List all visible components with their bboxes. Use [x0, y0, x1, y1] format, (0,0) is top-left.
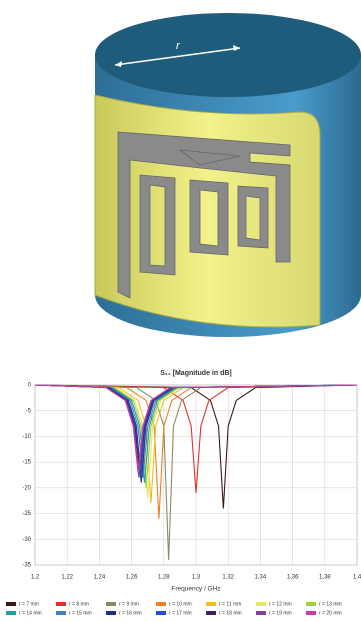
- y-tick-label: -20: [22, 485, 31, 491]
- x-tick-label: 1,34: [255, 575, 267, 581]
- x-tick-label: 1,24: [94, 575, 106, 581]
- legend-label: r = 18 mm: [219, 610, 242, 616]
- x-tick-label: 1,4: [353, 575, 361, 581]
- y-tick-label: -30: [22, 537, 31, 543]
- cylinder-illustration: r: [95, 13, 361, 337]
- legend-label: r = 11 mm: [219, 601, 241, 607]
- chart: 0 -5 -10 -15 -20 -25 -30 -351,2 1,22 1,24 1,26 1,28…: [6, 383, 361, 617]
- legend-swatch: [106, 602, 116, 606]
- legend-swatch: [306, 602, 316, 606]
- y-tick-label: -5: [26, 408, 32, 414]
- x-tick-label: 1,36: [287, 575, 299, 581]
- legend-label: r = 8 mm: [69, 601, 89, 607]
- legend-swatch: [256, 611, 266, 615]
- legend-label: r = 12 mm: [269, 601, 292, 607]
- legend-swatch: [6, 611, 16, 615]
- y-tick-label: -10: [22, 434, 31, 440]
- x-tick-label: 1,32: [222, 575, 234, 581]
- y-tick-label: -15: [22, 460, 31, 466]
- legend-label: r = 13 mm: [319, 601, 342, 607]
- legend-label: r = 20 mm: [319, 610, 342, 616]
- legend-label: r = 19 mm: [269, 610, 292, 616]
- legend-swatch: [56, 602, 66, 606]
- legend-label: r = 14 mm: [19, 610, 42, 616]
- y-tick-label: 0: [28, 383, 32, 389]
- x-tick-label: 1,2: [31, 575, 40, 581]
- legend-swatch: [306, 611, 316, 615]
- x-tick-label: 1,26: [126, 575, 138, 581]
- legend-label: r = 7 mm: [19, 601, 39, 607]
- x-axis-title: Frequency / GHz: [171, 586, 220, 593]
- legend-swatch: [156, 602, 166, 606]
- legend-swatch: [206, 611, 216, 615]
- legend-swatch: [206, 602, 216, 606]
- x-tick-label: 1,3: [192, 575, 201, 581]
- legend-label: r = 15 mm: [69, 610, 92, 616]
- legend-swatch: [106, 611, 116, 615]
- x-tick-label: 1,38: [319, 575, 331, 581]
- legend-label: r = 9 mm: [119, 601, 139, 607]
- chart-title: S₁₁ [Magnitude in dB]: [160, 370, 232, 377]
- page: r S₁₁ [Magnitude in dB] Frequency / GHz …: [0, 0, 361, 622]
- legend-label: r = 10 mm: [169, 601, 192, 607]
- y-tick-label: -25: [22, 511, 31, 517]
- x-tick-label: 1,28: [158, 575, 170, 581]
- y-tick-label: -35: [22, 563, 31, 569]
- legend-swatch: [156, 611, 166, 615]
- x-tick-label: 1,22: [61, 575, 73, 581]
- legend-label: r = 16 mm: [119, 610, 142, 616]
- legend-label: r = 17 mm: [169, 610, 192, 616]
- legend-swatch: [256, 602, 266, 606]
- legend-swatch: [56, 611, 66, 615]
- legend-swatch: [6, 602, 16, 606]
- cylinder-top: [95, 13, 361, 97]
